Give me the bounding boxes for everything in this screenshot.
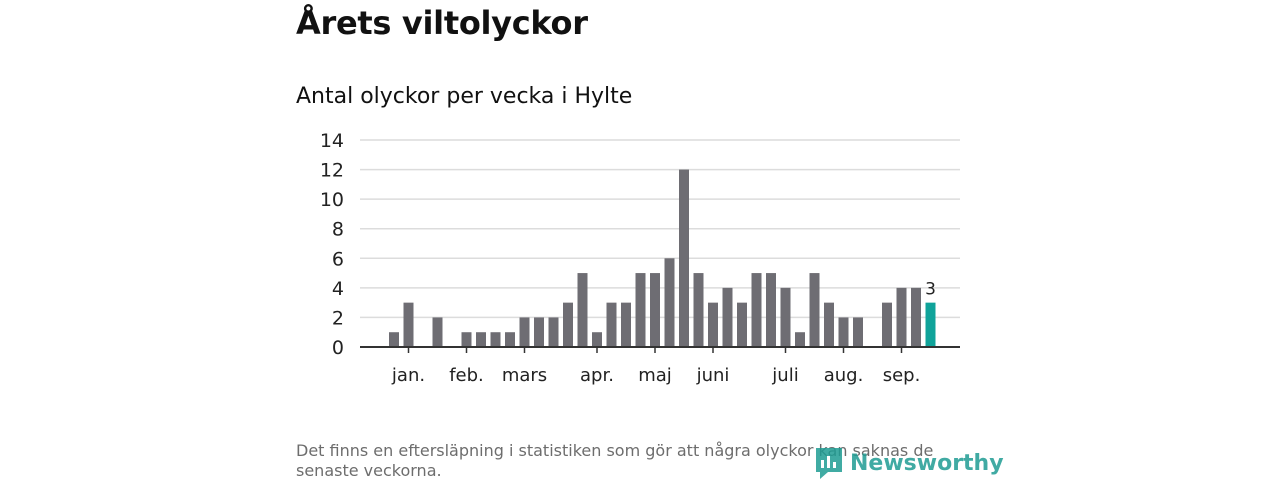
x-tick-label: mars <box>502 365 547 386</box>
bar <box>882 302 892 347</box>
bar <box>766 273 776 347</box>
bar <box>737 302 747 347</box>
bar <box>534 317 544 347</box>
bar <box>838 317 849 347</box>
y-tick-label: 10 <box>320 189 344 211</box>
bar <box>461 332 472 347</box>
bar <box>476 332 486 347</box>
y-tick-label: 12 <box>320 160 344 182</box>
bar <box>693 273 704 347</box>
bar <box>606 302 617 347</box>
bar <box>809 273 820 347</box>
chart-title: Årets viltolyckor <box>296 4 588 42</box>
bar <box>432 317 443 347</box>
bar-chart: 0 2 4 6 8 10 12 14 3 jan. feb. mars apr. maj juni juli a… <box>320 130 960 386</box>
bar <box>911 287 921 347</box>
bar <box>853 317 863 347</box>
y-tick-label: 14 <box>320 130 344 152</box>
bar <box>592 332 602 347</box>
bar <box>490 332 501 347</box>
x-tick-label: aug. <box>824 365 864 386</box>
bar <box>650 273 660 347</box>
x-tick-label: apr. <box>580 365 614 386</box>
bar <box>577 273 588 347</box>
footnote: Det finns en eftersläpning i statistiken… <box>296 441 934 480</box>
bar <box>403 302 414 347</box>
x-tick-label: maj <box>638 365 672 386</box>
y-tick-label: 8 <box>332 219 344 241</box>
bar <box>722 287 733 347</box>
y-tick-label: 0 <box>332 337 344 359</box>
chart-subtitle: Antal olyckor per vecka i Hylte <box>296 84 633 109</box>
bar <box>795 332 805 347</box>
bar <box>896 287 907 347</box>
y-tick-label: 4 <box>332 278 344 300</box>
x-tick-label: feb. <box>449 365 484 386</box>
newsworthy-logo: Newsworthy <box>814 446 1004 480</box>
newsworthy-brand: Newsworthy <box>850 450 1004 476</box>
bar <box>621 302 631 347</box>
newsworthy-logo-icon <box>816 448 842 479</box>
bar <box>548 317 559 347</box>
bar <box>824 302 834 347</box>
bar <box>751 273 762 347</box>
bar-value-label: 3 <box>925 280 936 300</box>
bar <box>563 302 573 347</box>
x-tick-label: jan. <box>391 365 425 386</box>
bar <box>664 258 675 347</box>
bar <box>389 332 399 347</box>
y-tick-label: 2 <box>332 307 344 329</box>
x-tick-label: juli <box>771 365 798 386</box>
highlight-bar <box>925 302 936 347</box>
bar <box>519 317 530 347</box>
bar <box>679 169 689 347</box>
x-tick-label: sep. <box>883 365 921 386</box>
bar <box>635 273 646 347</box>
x-tick-label: juni <box>696 365 730 386</box>
y-tick-label: 6 <box>332 248 344 270</box>
bar <box>505 332 515 347</box>
bar <box>708 302 718 347</box>
bar <box>780 287 791 347</box>
